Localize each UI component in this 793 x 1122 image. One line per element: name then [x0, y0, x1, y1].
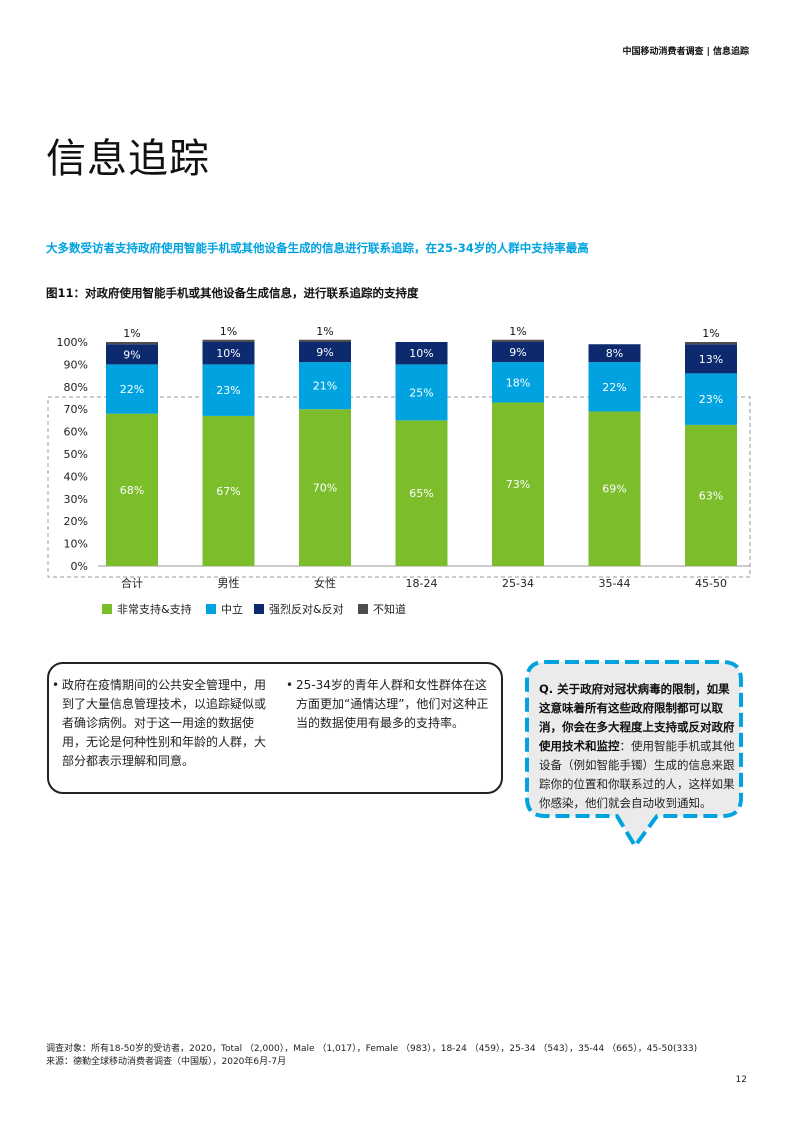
- y-tick-label: 0%: [71, 560, 88, 573]
- bar-segment: [202, 339, 255, 342]
- bar-data-label: 1%: [220, 325, 237, 338]
- bar-segment: [299, 342, 351, 363]
- bar-data-label: 22%: [602, 381, 626, 394]
- insights-panel: [47, 662, 503, 794]
- bar-data-label: 22%: [120, 383, 144, 396]
- bar-data-label: 65%: [409, 487, 433, 500]
- bar-data-label: 69%: [602, 483, 626, 496]
- bar-data-label: 9%: [316, 346, 333, 359]
- bar-data-label: 67%: [216, 485, 240, 498]
- question-text: Q. 关于政府对冠状病毒的限制，如果这意味着所有这些政府限制都可以取消，你会在多…: [539, 680, 739, 813]
- x-tick-label: 45-50: [695, 577, 727, 590]
- page-number: 12: [735, 1075, 747, 1085]
- bar-data-label: 10%: [216, 347, 240, 360]
- bar-segment: [588, 411, 641, 566]
- bar-data-label: 9%: [123, 348, 140, 361]
- x-tick-label: 合计: [121, 576, 143, 590]
- y-tick-label: 60%: [64, 426, 88, 439]
- legend-label: 强烈反对&反对: [269, 602, 344, 616]
- page-title: 信息追踪: [46, 136, 210, 182]
- x-tick-label: 男性: [218, 576, 240, 590]
- legend-swatch: [358, 604, 368, 614]
- bar-data-label: 23%: [216, 384, 240, 397]
- footnote-sample: 调查对象：所有18-50岁的受访者，2020，Total （2,000），Mal…: [46, 1044, 698, 1054]
- bar-segment: [395, 420, 448, 566]
- x-tick-label: 35-44: [599, 577, 631, 590]
- footnote: 调查对象：所有18-50岁的受访者，2020，Total （2,000），Mal…: [46, 1043, 697, 1069]
- y-tick-label: 80%: [64, 381, 88, 394]
- question-callout-bubble: [525, 660, 743, 848]
- x-tick-label: 25-34: [502, 577, 534, 590]
- bar-segment: [685, 373, 737, 425]
- bar-segment: [106, 413, 158, 566]
- bar-data-label: 18%: [506, 376, 530, 389]
- figure-title: 图11：对政府使用智能手机或其他设备生成信息，进行联系追踪的支持度: [46, 286, 419, 300]
- bar-data-label: 1%: [509, 325, 526, 338]
- legend-label: 非常支持&支持: [117, 602, 192, 616]
- bar-segment: [106, 364, 158, 414]
- insight-bullet-2: • 25-34岁的青年人群和女性群体在这方面更加“通情达理”，他们对这种正当的数据…: [286, 678, 489, 730]
- bar-data-label: 21%: [313, 380, 337, 393]
- bar-segment: [202, 364, 255, 416]
- insight-text-2: 25-34岁的青年人群和女性群体在这方面更加“通情达理”，他们对这种正当的数据使…: [296, 678, 489, 730]
- bar-data-label: 68%: [120, 484, 144, 497]
- bar-segment: [685, 424, 737, 566]
- bar-data-label: 73%: [506, 478, 530, 491]
- bar-segment: [299, 409, 351, 566]
- bar-data-label: 63%: [699, 489, 723, 502]
- bar-data-label: 8%: [606, 347, 623, 360]
- bar-data-label: 1%: [316, 325, 333, 338]
- bar-segment: [588, 344, 641, 363]
- bar-segment: [492, 362, 544, 403]
- bar-segment: [106, 344, 158, 365]
- bar-segment: [299, 339, 351, 342]
- y-tick-label: 90%: [64, 358, 88, 371]
- question-bold: Q. 关于政府对冠状病毒的限制，如果这意味着所有这些政府限制都可以取消，你会在多…: [539, 682, 735, 753]
- y-tick-label: 10%: [64, 538, 88, 551]
- bar-segment: [202, 415, 255, 566]
- bar-data-label: 70%: [313, 482, 337, 495]
- bar-segment: [395, 342, 448, 365]
- bar-data-label: 1%: [702, 327, 719, 340]
- bar-segment: [395, 364, 448, 421]
- running-header: 中国移动消费者调查 | 信息追踪: [622, 47, 749, 57]
- x-tick-label: 女性: [314, 576, 336, 590]
- bar-segment: [492, 339, 544, 342]
- bar-data-label: 1%: [123, 327, 140, 340]
- y-tick-label: 100%: [57, 336, 88, 349]
- legend-swatch: [206, 604, 216, 614]
- bar-data-label: 23%: [699, 393, 723, 406]
- bar-data-label: 9%: [509, 346, 526, 359]
- y-tick-label: 20%: [64, 515, 88, 528]
- legend-label: 中立: [221, 602, 243, 616]
- y-tick-label: 40%: [64, 470, 88, 483]
- legend-label: 不知道: [373, 602, 406, 616]
- bar-segment: [685, 342, 737, 345]
- highlight-statement: 大多数受访者支持政府使用智能手机或其他设备生成的信息进行联系追踪，在25-34岁…: [46, 241, 589, 255]
- bar-segment: [492, 402, 544, 566]
- legend-swatch: [102, 604, 112, 614]
- footnote-source: 来源：德勤全球移动消费者调查（中国版），2020年6月-7月: [46, 1057, 287, 1067]
- bar-data-label: 10%: [409, 347, 433, 360]
- x-tick-label: 18-24: [406, 577, 438, 590]
- bar-data-label: 25%: [409, 386, 433, 399]
- bar-segment: [299, 362, 351, 410]
- bar-segment: [492, 342, 544, 363]
- bar-data-label: 13%: [699, 353, 723, 366]
- insight-bullet-1: • 政府在疫情期间的公共安全管理中，用到了大量信息管理技术，以追踪疑似或者确诊病例…: [52, 678, 267, 768]
- legend-swatch: [254, 604, 264, 614]
- y-tick-label: 30%: [64, 493, 88, 506]
- y-tick-label: 70%: [64, 403, 88, 416]
- insight-text-1: 政府在疫情期间的公共安全管理中，用到了大量信息管理技术，以追踪疑似或者确诊病例。…: [62, 678, 267, 768]
- bar-segment: [685, 344, 737, 374]
- bar-segment: [106, 342, 158, 345]
- y-tick-label: 50%: [64, 448, 88, 461]
- stacked-bar-chart: 0% 10% 20% 30% 40% 50% 60% 70% 80% 90% 100% 68% 22%…: [47, 325, 751, 616]
- bar-segment: [202, 342, 255, 365]
- question-normal: ：使用智能手机或其他设备（例如智能手镯）生成的信息来跟踪你的位置和你联系过的人，…: [539, 739, 735, 810]
- bar-segment: [588, 362, 641, 412]
